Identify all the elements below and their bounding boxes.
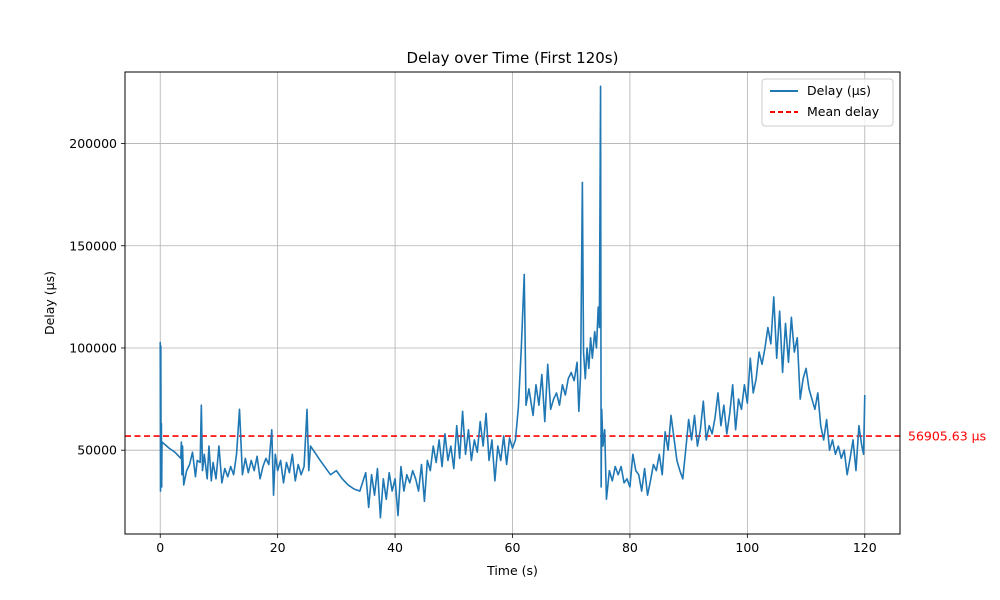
x-tick-label: 80 [622, 540, 638, 555]
x-tick-label: 40 [387, 540, 403, 555]
chart-title: Delay over Time (First 120s) [407, 49, 619, 67]
y-axis: 50000 100000 150000 200000 [69, 136, 125, 458]
grid [125, 72, 900, 534]
legend: Delay (µs) Mean delay [761, 78, 894, 127]
x-tick-label: 120 [853, 540, 877, 555]
x-axis: 0 20 40 60 80 100 120 [156, 534, 877, 555]
y-tick-label: 150000 [69, 238, 117, 253]
legend-entry-mean: Mean delay [807, 104, 880, 119]
mean-value-label: 56905.63 µs [908, 429, 986, 444]
y-axis-label: Delay (µs) [42, 271, 57, 335]
legend-entry-delay: Delay (µs) [807, 83, 871, 98]
series-line-delay [159, 85, 866, 519]
y-tick-label: 50000 [77, 443, 117, 458]
y-tick-label: 200000 [69, 136, 117, 151]
x-tick-label: 20 [270, 540, 286, 555]
x-tick-label: 0 [156, 540, 164, 555]
x-tick-label: 100 [735, 540, 759, 555]
y-tick-label: 100000 [69, 340, 117, 355]
x-axis-label: Time (s) [486, 563, 538, 578]
series-layer [159, 85, 866, 519]
x-tick-label: 60 [505, 540, 521, 555]
